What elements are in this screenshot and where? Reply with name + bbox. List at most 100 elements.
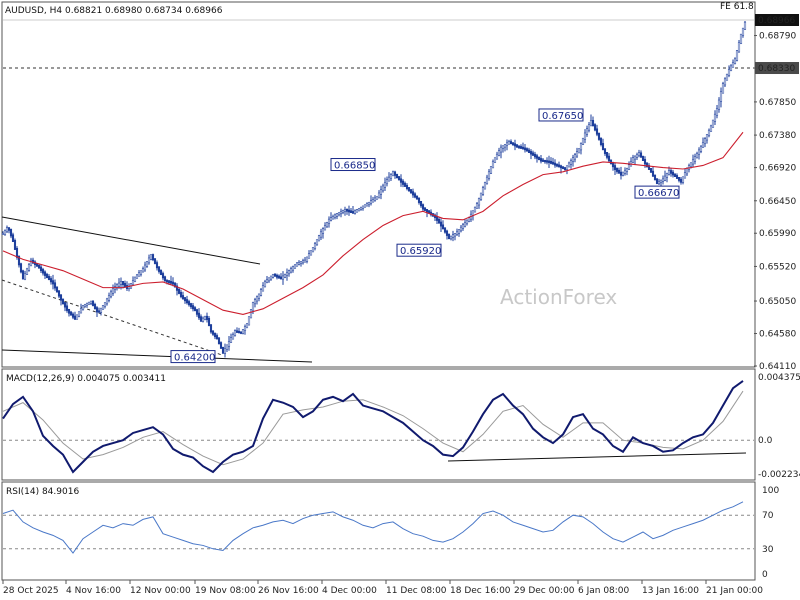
price-y-tick-label: 0.64580 [759,330,796,340]
candle-body [277,275,281,279]
macd-series-signal [2,390,744,466]
candle-body [675,175,679,179]
candle-body [27,264,31,271]
level-label-box [538,108,584,122]
candle-body [359,206,363,211]
candle-body [243,326,247,331]
candle-body [123,283,127,287]
candle-body [309,250,313,256]
candle-body [229,337,233,343]
macd-y-tick-label: 0.004375 [758,373,800,383]
rsi-layer: 100 70 30 0 [2,486,779,580]
candle-body [413,193,417,198]
candle-body [273,273,277,277]
candle-body [365,203,369,207]
candle-body [85,302,89,306]
candle-body [177,288,181,294]
candle-body [101,305,105,310]
candle-body [667,170,671,175]
candle-body [575,151,579,157]
level-label-text: 0.66850 [334,161,375,172]
candle-body [461,224,465,229]
candle-body [89,300,93,304]
candle-body [739,33,743,45]
candle-body [65,305,69,311]
candle-body [195,309,199,315]
candle-body [205,315,209,320]
candle-body [227,341,231,347]
candle-body [381,185,385,192]
candle-body [351,211,355,214]
candle-body [535,155,539,159]
candle-body [487,171,491,179]
candle-body [647,165,651,170]
level-label-box [634,185,680,199]
dashed-trend-line [1,279,223,356]
macd-series-macd [2,380,744,474]
candle-body [703,138,707,145]
candle-body [593,124,597,131]
candle-body [87,301,91,305]
candle-body [151,254,155,261]
candle-body [7,227,11,231]
candle-body [569,160,573,165]
candle-body [57,290,61,297]
candle-body [347,209,351,213]
candle-body [741,27,745,36]
level-label-text: 0.64200 [174,353,215,364]
x-tick-label: 12 Nov 00:00 [130,586,191,596]
candle-body [451,234,455,238]
candle-body [313,243,317,250]
candle-body [203,315,207,320]
candle-body [157,266,161,272]
macd-panel-title: MACD(12,26,9) 0.004075 0.003411 [6,374,166,384]
candle-body [479,192,483,200]
candle-body [595,128,599,135]
candle-body [119,281,123,285]
candle-body [677,176,681,181]
candle-body [321,228,325,234]
candle-body [543,159,547,163]
candle-body [143,264,147,271]
rsi-y-tick-label: 70 [762,511,774,521]
candle-body [301,260,305,264]
candle-body [259,289,263,296]
candle-body [599,137,603,145]
candle-body [403,182,407,187]
lower-channel-line [1,349,313,363]
candle-body [239,331,243,334]
candle-body [651,170,655,177]
candle-body [405,184,409,190]
candle-body [171,281,175,285]
candle-body [327,218,331,224]
candle-body [361,205,365,209]
candle-body [627,164,631,170]
candle-body [443,227,447,233]
candle-body [483,182,487,190]
candle-body [669,170,673,174]
candle-body [13,240,17,250]
candle-body [699,145,703,152]
candle-body [181,295,185,300]
candle-body [571,157,575,163]
candle-body [169,281,173,284]
candle-body [81,305,85,311]
candle-body [607,155,611,162]
candle-body [179,291,183,298]
candle-body [421,204,425,210]
candle-body [295,262,299,267]
candle-body [713,113,717,122]
candle-body [445,230,449,236]
x-axis: 28 Oct 2025 4 Nov 16:00 12 Nov 00:00 19 Nov… [2,580,763,596]
candle-body [241,329,245,334]
candle-body [5,227,9,233]
candle-body [633,155,637,160]
x-tick-label: 18 Dec 16:00 [450,586,511,596]
candle-body [215,335,219,340]
candle-body [631,157,635,163]
candle-body [597,132,601,140]
candle-body [523,147,527,151]
candle-body [209,324,213,333]
candle-body [477,198,481,206]
candle-body [297,261,301,265]
